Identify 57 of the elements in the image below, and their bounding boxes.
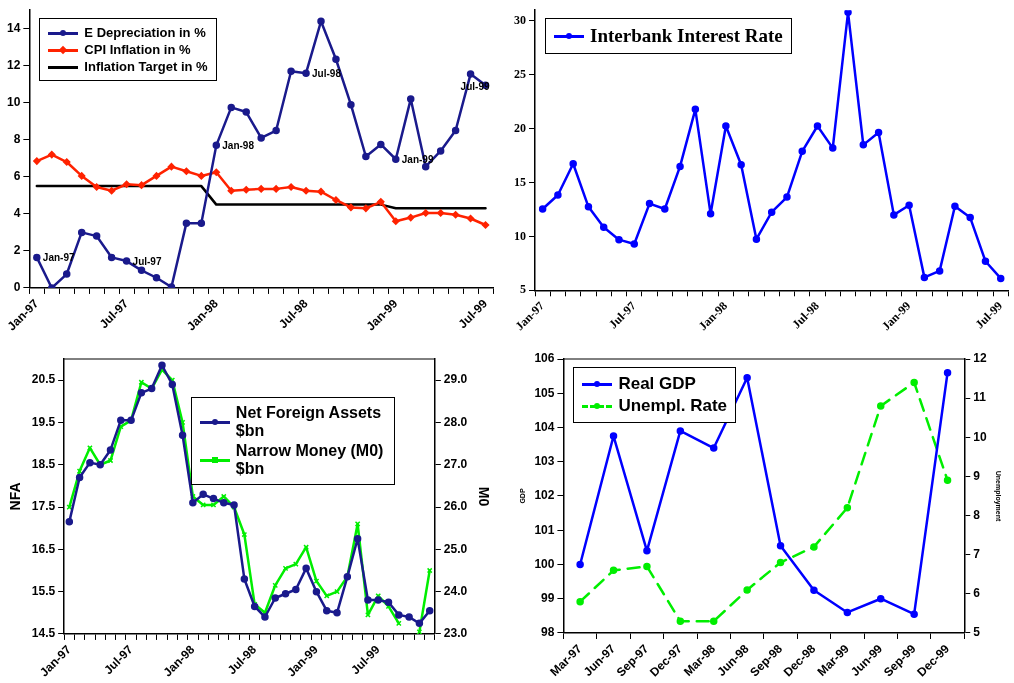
y-tick-label: 17.5 xyxy=(31,499,56,514)
y2-tick-label: 25.0 xyxy=(443,541,468,556)
y-tick-label: 98 xyxy=(541,625,555,640)
y-tick-label: 25 xyxy=(514,66,526,81)
y2-tick-label: 12 xyxy=(973,351,987,366)
y-tick-label: 15 xyxy=(514,174,526,189)
legend-label: Unempl. Rate xyxy=(618,396,728,416)
y2-tick-label: 11 xyxy=(973,390,987,405)
y2-tick-label: 7 xyxy=(973,547,981,562)
y2-tick-label: 27.0 xyxy=(443,457,468,472)
y2-axis-title: M0 xyxy=(475,486,492,507)
y2-tick-label: 5 xyxy=(973,625,981,640)
annotation: Jan-98 xyxy=(222,140,255,152)
y2-tick-label: 28.0 xyxy=(443,414,468,429)
y-tick-label: 18.5 xyxy=(31,457,56,472)
y-tick-label: 30 xyxy=(514,13,526,28)
y2-tick-label: 6 xyxy=(973,586,981,601)
y-tick-label: 14 xyxy=(6,21,21,36)
legend-label: Real GDP xyxy=(618,374,696,394)
y-tick-label: 6 xyxy=(13,169,21,184)
y-tick-label: 100 xyxy=(534,556,555,571)
legend-label: Inflation Target in % xyxy=(84,59,208,75)
y-tick-label: 20.5 xyxy=(31,372,56,387)
y-tick-label: 10 xyxy=(514,228,526,243)
legend-label: CPI Inflation in % xyxy=(84,42,191,58)
y-tick-label: 16.5 xyxy=(31,541,56,556)
y-tick-label: 101 xyxy=(534,522,555,537)
y-tick-label: 104 xyxy=(534,419,555,434)
legend-label: Interbank Interest Rate xyxy=(590,25,783,48)
y2-tick-label: 23.0 xyxy=(443,626,468,641)
y-tick-label: 5 xyxy=(520,282,526,297)
y-tick-label: 8 xyxy=(13,132,21,147)
y-axis-title: NFA xyxy=(7,482,24,511)
legend-label: Net Foreign Assets $bn xyxy=(235,404,383,441)
y-tick-label: 20 xyxy=(514,120,526,135)
annotation: Jul-97 xyxy=(132,255,162,267)
y2-tick-label: 9 xyxy=(973,468,981,483)
y-tick-label: 19.5 xyxy=(31,414,56,429)
y2-tick-label: 10 xyxy=(973,429,987,444)
y-tick-label: 0 xyxy=(13,280,21,295)
legend-label: E Depreciation in % xyxy=(84,25,206,41)
y2-tick-label: 24.0 xyxy=(443,583,468,598)
y2-tick-label: 26.0 xyxy=(443,499,468,514)
y2-tick-label: 29.0 xyxy=(443,372,468,387)
y-tick-label: 14.5 xyxy=(31,626,56,641)
y-tick-label: 12 xyxy=(6,58,21,73)
y-tick-label: 10 xyxy=(6,95,21,110)
y-tick-label: 15.5 xyxy=(31,583,56,598)
y-tick-label: 106 xyxy=(534,351,555,366)
y-tick-label: 2 xyxy=(13,243,21,258)
y-tick-label: 105 xyxy=(534,385,555,400)
y-tick-label: 103 xyxy=(534,454,555,469)
y2-tick-label: 8 xyxy=(973,507,981,522)
legend-label: Narrow Money (M0) $bn xyxy=(235,442,385,479)
y-tick-label: 4 xyxy=(13,206,21,221)
y-tick-label: 99 xyxy=(541,591,555,606)
y-tick-label: 102 xyxy=(534,488,555,503)
